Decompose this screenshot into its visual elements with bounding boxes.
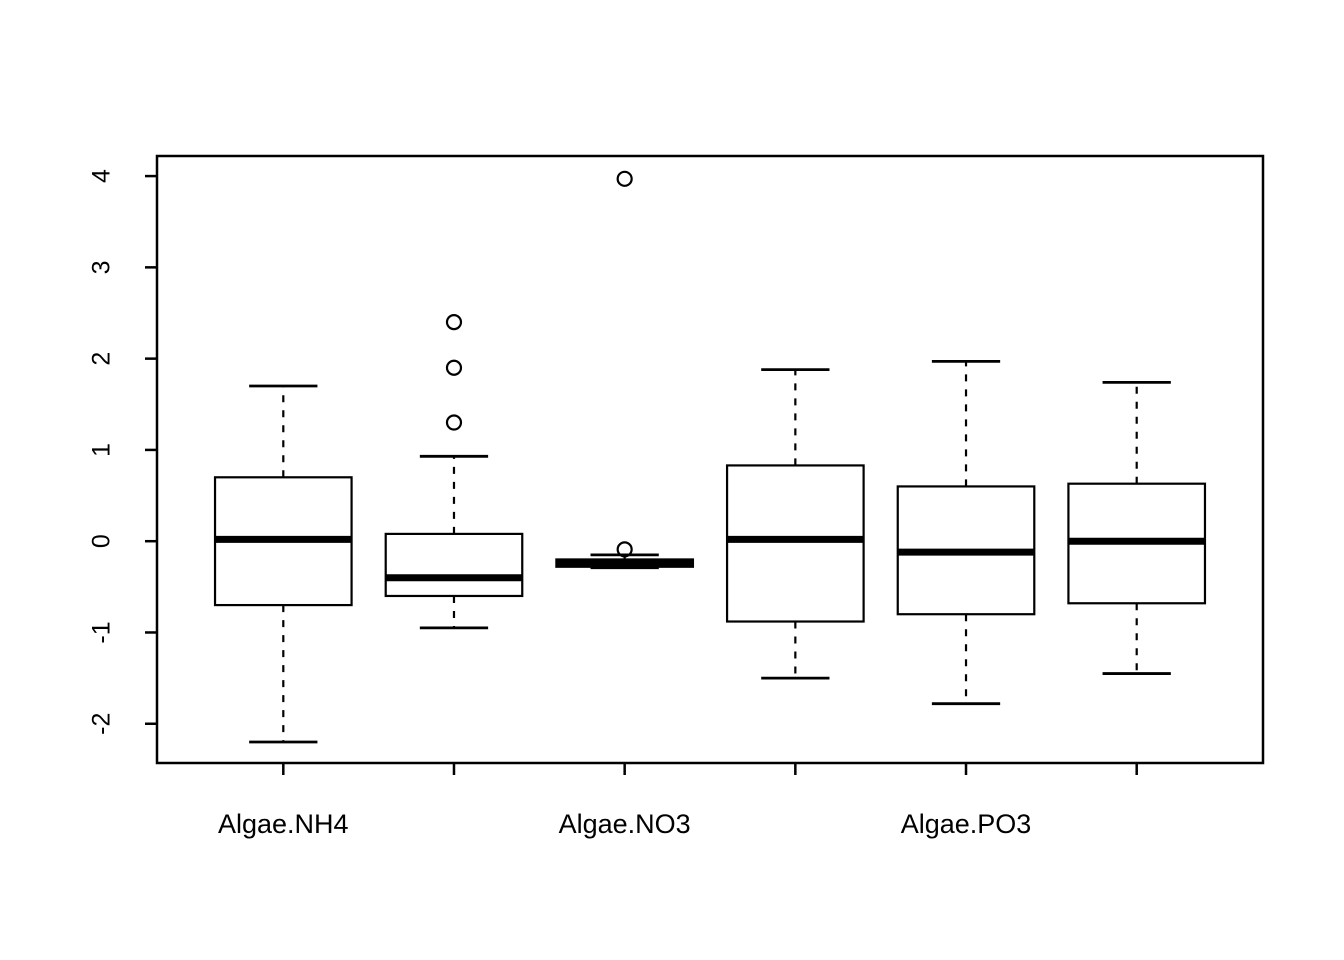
- outlier-point: [445, 359, 463, 376]
- boxplot-box-3: [555, 170, 695, 570]
- boxplot-box-5: [896, 359, 1036, 706]
- x-axis-group-label: Algae.PO3: [901, 809, 1032, 839]
- y-axis-tick-label: 2: [88, 352, 116, 366]
- y-axis-tick-label: -1: [88, 621, 116, 643]
- iqr-box: [725, 464, 865, 623]
- x-axis-group-label: Algae.NO3: [559, 809, 691, 839]
- iqr-box: [384, 532, 524, 598]
- boxplot-box-2: [384, 314, 524, 630]
- outlier-point: [445, 414, 463, 431]
- boxplot-box-1: [213, 384, 353, 744]
- outlier-point: [445, 314, 463, 331]
- y-axis-tick-label: 4: [88, 169, 116, 183]
- outlier-point: [616, 170, 633, 187]
- x-axis-group-label: Algae.NH4: [218, 809, 349, 839]
- outlier-point: [616, 541, 633, 558]
- plot-frame: [155, 154, 1265, 765]
- y-axis-tick-label: 1: [88, 443, 116, 457]
- y-axis-tick-label: 0: [88, 534, 116, 548]
- boxplot-box-4: [725, 368, 865, 680]
- y-axis-tick-label: 3: [88, 260, 116, 274]
- y-axis-tick-label: -2: [88, 713, 116, 735]
- boxplot-box-6: [1067, 380, 1207, 675]
